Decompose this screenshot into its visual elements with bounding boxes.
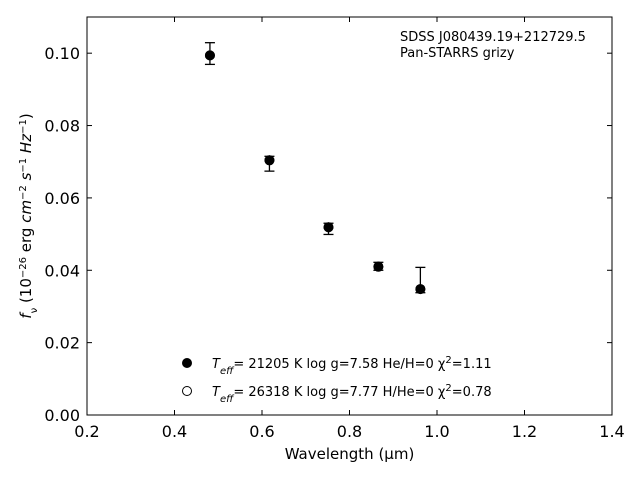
y-axis-label: fν (10−26 erg cm−2 s−1 Hz−1): [17, 113, 40, 318]
x-axis-ticks: 0.2 0.4 0.6 0.8 1.0 1.2 1.4: [74, 17, 625, 441]
data-point-filled: [204, 50, 215, 61]
y-tick-label: 0.00: [44, 406, 80, 425]
y-tick-label: 0.02: [44, 334, 80, 353]
x-tick-label: 1.4: [599, 422, 624, 441]
y-tick-label: 0.10: [44, 44, 80, 63]
legend-marker: [182, 386, 192, 396]
x-tick-label: 0.6: [249, 422, 274, 441]
data-point-filled: [264, 155, 275, 166]
x-tick-label: 1.0: [424, 422, 449, 441]
plot-frame: [86, 16, 613, 416]
y-tick-label: 0.08: [44, 117, 80, 136]
y-tick-label: 0.06: [44, 189, 80, 208]
legend-marker: [182, 358, 192, 368]
x-tick-label: 0.8: [337, 422, 362, 441]
data-point-filled: [415, 284, 426, 295]
legend: Teff= 21205 K log g=7.58 He/H=0 χ2=1.11 T…: [182, 355, 492, 405]
legend-entry-label: Teff= 21205 K log g=7.58 He/H=0 χ2=1.11: [212, 355, 492, 377]
x-axis-label: Wavelength (μm): [285, 445, 415, 463]
annotation-object-name: SDSS J080439.19+212729.5: [400, 30, 586, 45]
legend-entry-label: Teff= 26318 K log g=7.77 H/He=0 χ2=0.78: [212, 383, 492, 405]
x-tick-label: 1.2: [512, 422, 537, 441]
data-layer: [204, 42, 426, 295]
x-tick-label: 0.2: [74, 422, 99, 441]
data-point-filled: [373, 261, 384, 272]
y-axis-ticks: 0.00 0.02 0.04 0.06 0.08 0.10: [44, 44, 612, 425]
data-point-filled: [323, 222, 334, 233]
annotation-survey-name: Pan-STARRS grizy: [400, 46, 515, 61]
x-tick-label: 0.4: [162, 422, 187, 441]
y-tick-label: 0.04: [44, 261, 80, 280]
